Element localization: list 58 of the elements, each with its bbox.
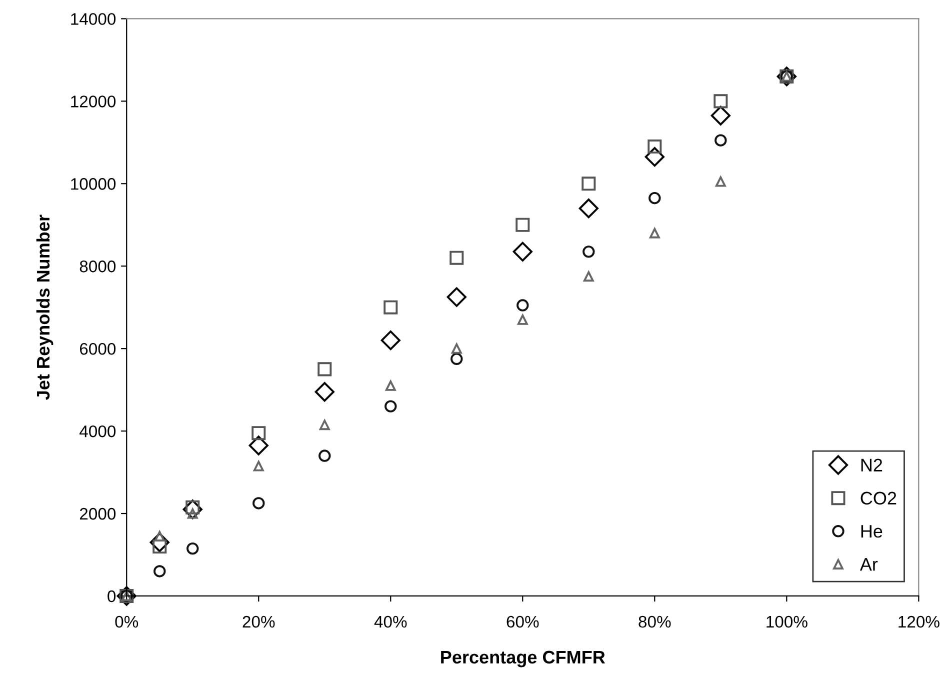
point — [649, 228, 660, 238]
legend-label: CO2 — [860, 492, 896, 505]
point — [319, 420, 330, 430]
x-tick-label: 20% — [242, 616, 275, 628]
point — [253, 460, 264, 472]
point — [385, 380, 396, 391]
legend-label: N2 — [861, 458, 882, 472]
y-tick-label: 4000 — [80, 425, 116, 438]
point — [644, 147, 664, 167]
point — [318, 450, 331, 462]
y-axis-title: Jet Reynolds Number — [36, 214, 54, 400]
point — [517, 314, 528, 325]
point — [648, 140, 662, 154]
point — [318, 362, 332, 376]
y-tick-label: 2000 — [80, 508, 116, 520]
point — [710, 106, 730, 126]
x-tick-label: 80% — [638, 616, 671, 628]
y-tick-label: 8000 — [80, 260, 116, 272]
point — [446, 287, 466, 307]
point — [714, 94, 728, 108]
y-tick-label: 14000 — [71, 13, 116, 25]
x-tick-label: 100% — [766, 616, 808, 628]
legend-label: He — [861, 525, 882, 538]
point — [583, 271, 594, 282]
point — [150, 532, 170, 552]
point — [715, 176, 726, 187]
point — [154, 530, 165, 542]
point — [582, 176, 596, 191]
point — [516, 218, 530, 232]
point — [450, 250, 464, 265]
point — [451, 343, 462, 354]
y-tick-label: 12000 — [71, 96, 116, 108]
point — [380, 330, 400, 350]
legend-label: Ar — [860, 558, 878, 571]
point — [384, 400, 397, 412]
point — [154, 565, 166, 578]
point — [314, 382, 334, 402]
y-tick-label: 0 — [108, 590, 116, 602]
point — [252, 426, 266, 440]
point — [648, 192, 661, 204]
point — [578, 198, 598, 218]
point — [182, 500, 202, 520]
point — [248, 436, 268, 456]
x-axis-title: Percentage CFMFR — [441, 650, 606, 668]
x-tick-label: 120% — [898, 616, 940, 628]
point — [450, 352, 463, 365]
x-tick-label: 40% — [374, 616, 407, 628]
point — [714, 134, 727, 146]
point — [252, 497, 265, 510]
point — [186, 542, 199, 555]
y-tick-label: 10000 — [71, 178, 116, 190]
x-tick-label: 60% — [506, 616, 539, 628]
point — [582, 246, 595, 258]
point — [512, 242, 532, 262]
point — [516, 299, 529, 312]
point — [384, 300, 398, 314]
y-tick-label: 6000 — [80, 342, 116, 355]
x-tick-label: 0% — [115, 616, 138, 628]
